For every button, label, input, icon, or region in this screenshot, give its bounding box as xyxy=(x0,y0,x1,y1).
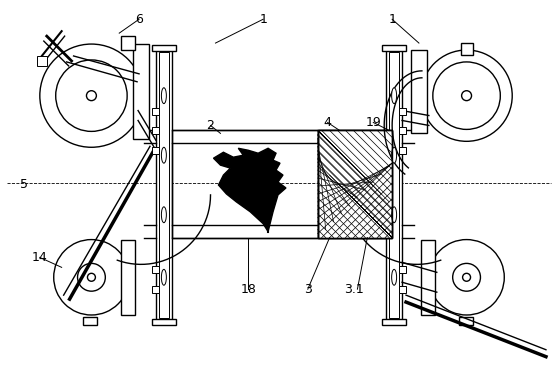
Text: 1: 1 xyxy=(259,13,267,26)
Ellipse shape xyxy=(392,147,397,163)
Bar xyxy=(172,130,318,237)
Bar xyxy=(121,36,135,50)
Ellipse shape xyxy=(161,147,166,163)
Bar xyxy=(459,317,473,325)
Bar xyxy=(152,147,159,154)
Bar xyxy=(382,45,406,51)
Text: 3.1: 3.1 xyxy=(344,283,364,296)
Bar xyxy=(37,56,47,66)
Bar xyxy=(152,127,159,134)
Bar xyxy=(382,319,406,325)
Text: 2: 2 xyxy=(206,119,214,132)
Ellipse shape xyxy=(161,207,166,223)
Ellipse shape xyxy=(161,269,166,285)
Bar xyxy=(152,286,159,293)
Text: 14: 14 xyxy=(32,251,47,264)
Text: 6: 6 xyxy=(135,13,143,26)
Bar xyxy=(318,130,392,237)
Text: 4: 4 xyxy=(324,116,331,129)
Text: 18: 18 xyxy=(240,283,256,296)
Bar xyxy=(389,52,399,318)
Text: 3: 3 xyxy=(304,283,312,296)
Bar xyxy=(152,108,159,115)
Bar xyxy=(399,108,406,115)
Polygon shape xyxy=(214,148,286,232)
Text: 1: 1 xyxy=(388,13,396,26)
Bar xyxy=(152,45,176,51)
Bar xyxy=(460,43,473,55)
Bar xyxy=(133,44,149,139)
Bar xyxy=(399,147,406,154)
Bar xyxy=(156,49,172,321)
Ellipse shape xyxy=(392,207,397,223)
Bar xyxy=(386,49,402,321)
Bar xyxy=(318,130,392,237)
Bar xyxy=(399,127,406,134)
Bar xyxy=(399,286,406,293)
Bar xyxy=(121,240,135,315)
Text: 19: 19 xyxy=(365,116,381,129)
Ellipse shape xyxy=(392,269,397,285)
Bar xyxy=(84,317,98,325)
Ellipse shape xyxy=(392,88,397,103)
Text: 5: 5 xyxy=(20,178,28,192)
Bar xyxy=(152,266,159,273)
Bar xyxy=(411,50,427,133)
Ellipse shape xyxy=(161,88,166,103)
Bar xyxy=(318,130,392,237)
Bar xyxy=(152,319,176,325)
Bar xyxy=(399,266,406,273)
Bar xyxy=(159,52,169,318)
Bar xyxy=(421,240,435,315)
